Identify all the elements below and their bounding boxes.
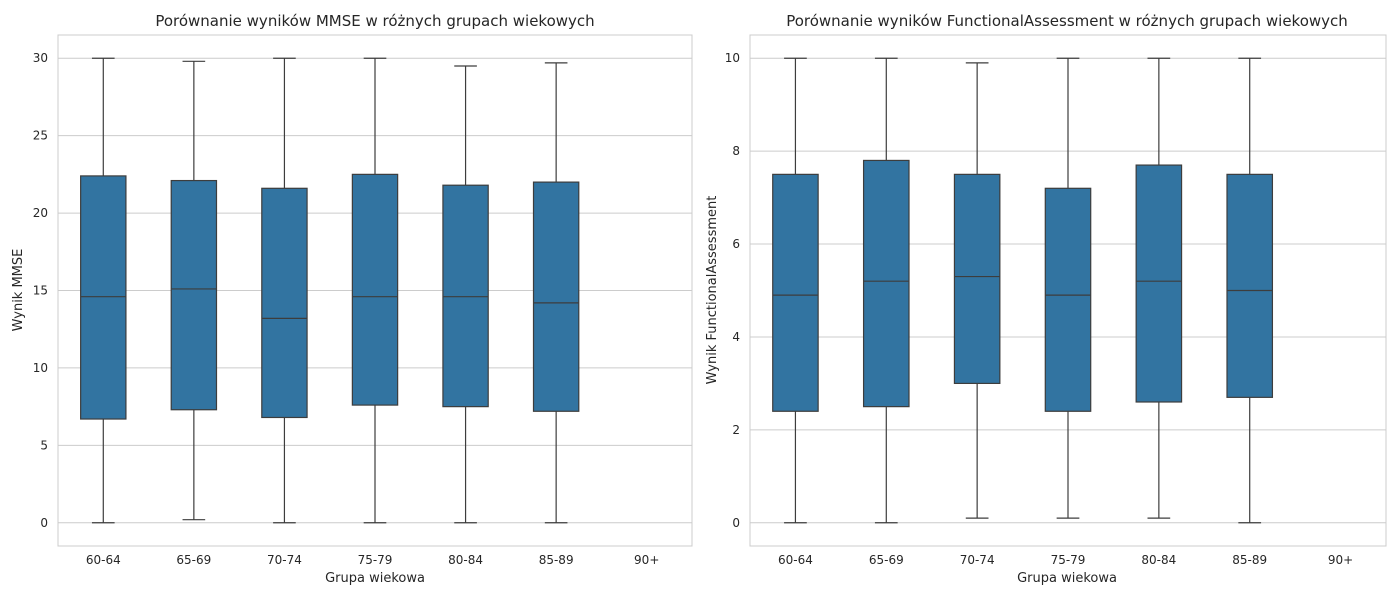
- y-tick-label: 30: [33, 51, 48, 65]
- x-tick-label: 80-84: [448, 553, 483, 567]
- box-80-84: [1135, 57, 1183, 519]
- y-axis-label: Wynik MMSE: [11, 249, 26, 332]
- y-tick-label: 4: [732, 330, 740, 344]
- chart-title: Porównanie wyników FunctionalAssessment …: [786, 12, 1348, 30]
- x-tick-label: 75-79: [358, 553, 393, 567]
- x-tick-label: 80-84: [1141, 553, 1176, 567]
- x-tick-label: 75-79: [1051, 553, 1086, 567]
- x-tick-label: 90+: [1328, 553, 1353, 567]
- y-tick-label: 25: [33, 129, 48, 143]
- box-60-64: [80, 57, 127, 524]
- y-tick-label: 8: [732, 144, 740, 158]
- y-tick-label: 2: [732, 423, 740, 437]
- functional-assessment-chart-panel: 0 2 4 6 8 10 60-64 65-69 70-74 75-79 80-84 85-89 90+…: [705, 12, 1387, 586]
- y-tick-label: 20: [33, 206, 48, 220]
- x-axis-label: Grupa wiekowa: [1017, 571, 1117, 586]
- plot-frame: [749, 34, 1387, 547]
- box-75-79: [351, 57, 399, 524]
- iqr-box: [1135, 164, 1183, 403]
- box-80-84: [442, 65, 489, 524]
- y-tick-label: 5: [40, 438, 48, 452]
- box-70-74: [953, 62, 1001, 519]
- y-tick-label: 15: [33, 284, 48, 298]
- chart-title: Porównanie wyników MMSE w różnych grupac…: [155, 12, 594, 30]
- box-65-69: [862, 57, 910, 524]
- x-tick-label: 60-64: [86, 553, 121, 567]
- box-65-69: [170, 60, 218, 521]
- x-tick-label: 70-74: [960, 553, 995, 567]
- y-tick-label: 6: [732, 237, 740, 251]
- x-tick-label: 65-69: [176, 553, 211, 567]
- box-85-89: [1226, 57, 1274, 524]
- iqr-box: [772, 173, 819, 412]
- iqr-box: [261, 187, 308, 419]
- y-axis-label: Wynik FunctionalAssessment: [705, 196, 720, 385]
- x-tick-label: 65-69: [869, 553, 904, 567]
- x-tick-label: 85-89: [1232, 553, 1267, 567]
- iqr-box: [532, 181, 580, 412]
- mmse-chart-panel: 0 5 10 15 20 25 30 60-64 65-69 70-74 75-79 80-84 85-…: [11, 12, 693, 586]
- x-tick-label: 85-89: [539, 553, 574, 567]
- x-tick-label: 60-64: [778, 553, 813, 567]
- iqr-box: [80, 175, 127, 420]
- y-tick-label: 0: [732, 516, 740, 530]
- iqr-box: [1226, 173, 1274, 398]
- iqr-box: [170, 179, 218, 411]
- y-tick-label: 10: [33, 361, 48, 375]
- iqr-box: [1044, 187, 1092, 412]
- box-75-79: [1044, 57, 1092, 519]
- iqr-box: [862, 159, 910, 408]
- y-tick-label: 10: [725, 51, 740, 65]
- x-axis-label: Grupa wiekowa: [325, 571, 425, 586]
- x-tick-label: 70-74: [267, 553, 302, 567]
- iqr-box: [351, 173, 399, 406]
- plot-frame: [57, 34, 693, 547]
- box-85-89: [532, 62, 580, 524]
- iqr-box: [442, 184, 489, 408]
- x-tick-label: 90+: [634, 553, 659, 567]
- box-60-64: [772, 57, 819, 524]
- y-tick-label: 0: [40, 516, 48, 530]
- iqr-box: [953, 173, 1001, 385]
- box-70-74: [261, 57, 308, 524]
